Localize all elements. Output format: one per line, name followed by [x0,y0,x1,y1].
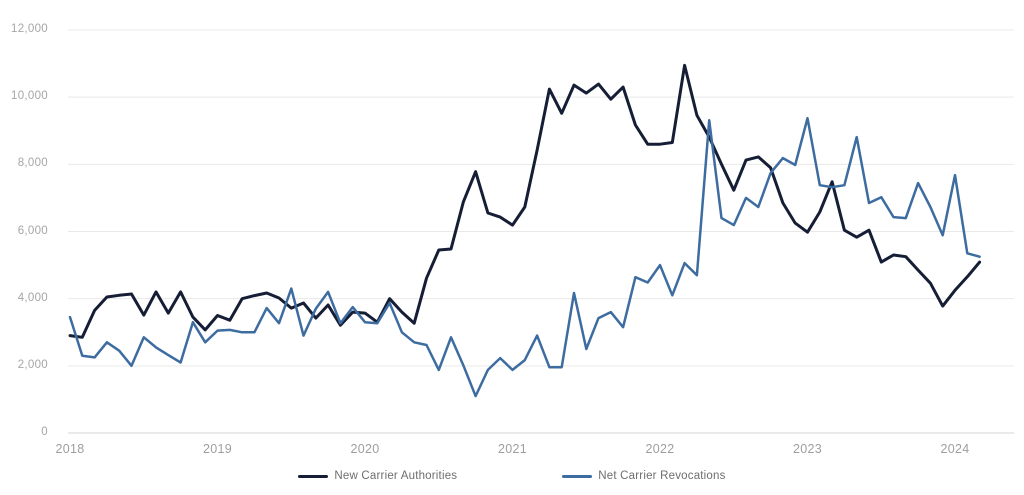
x-tick-label: 2018 [55,442,85,456]
legend-label: Net Carrier Revocations [598,470,726,482]
line-swatch-icon [562,474,593,478]
x-tick-label: 2020 [350,442,380,456]
chart-legend: New Carrier Authorities Net Carrier Revo… [0,470,1024,482]
y-tick-label: 10,000 [11,90,48,103]
series-line-net-carrier-revocations [68,116,981,398]
legend-item-net-carrier-revocations: Net Carrier Revocations [562,470,725,482]
x-tick-label: 2019 [202,442,232,456]
line-swatch-icon [298,474,329,478]
y-tick-label: 4,000 [17,291,48,304]
x-tick-label: 2021 [497,442,527,456]
x-tick-label: 2022 [645,442,675,456]
y-tick-label: 0 [41,426,48,438]
y-tick-label: 8,000 [17,157,48,170]
gridlines [68,29,1014,434]
x-tick-label: 2024 [940,442,970,456]
y-tick-label: 12,000 [11,23,48,35]
x-tick-label: 2023 [792,442,822,456]
series-line-new-carrier-authorities [68,63,982,339]
y-tick-label: 2,000 [17,358,48,371]
series-lines [68,63,982,398]
legend-item-new-carrier-authorities: New Carrier Authorities [298,470,457,482]
y-tick-label: 6,000 [17,224,48,237]
legend-label: New Carrier Authorities [334,470,458,482]
